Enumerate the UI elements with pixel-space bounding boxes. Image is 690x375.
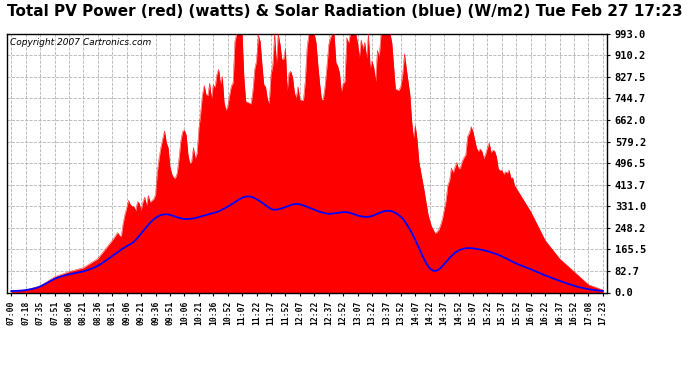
Text: Total PV Power (red) (watts) & Solar Radiation (blue) (W/m2) Tue Feb 27 17:23: Total PV Power (red) (watts) & Solar Rad… bbox=[7, 4, 682, 19]
Text: Copyright 2007 Cartronics.com: Copyright 2007 Cartronics.com bbox=[10, 38, 151, 46]
